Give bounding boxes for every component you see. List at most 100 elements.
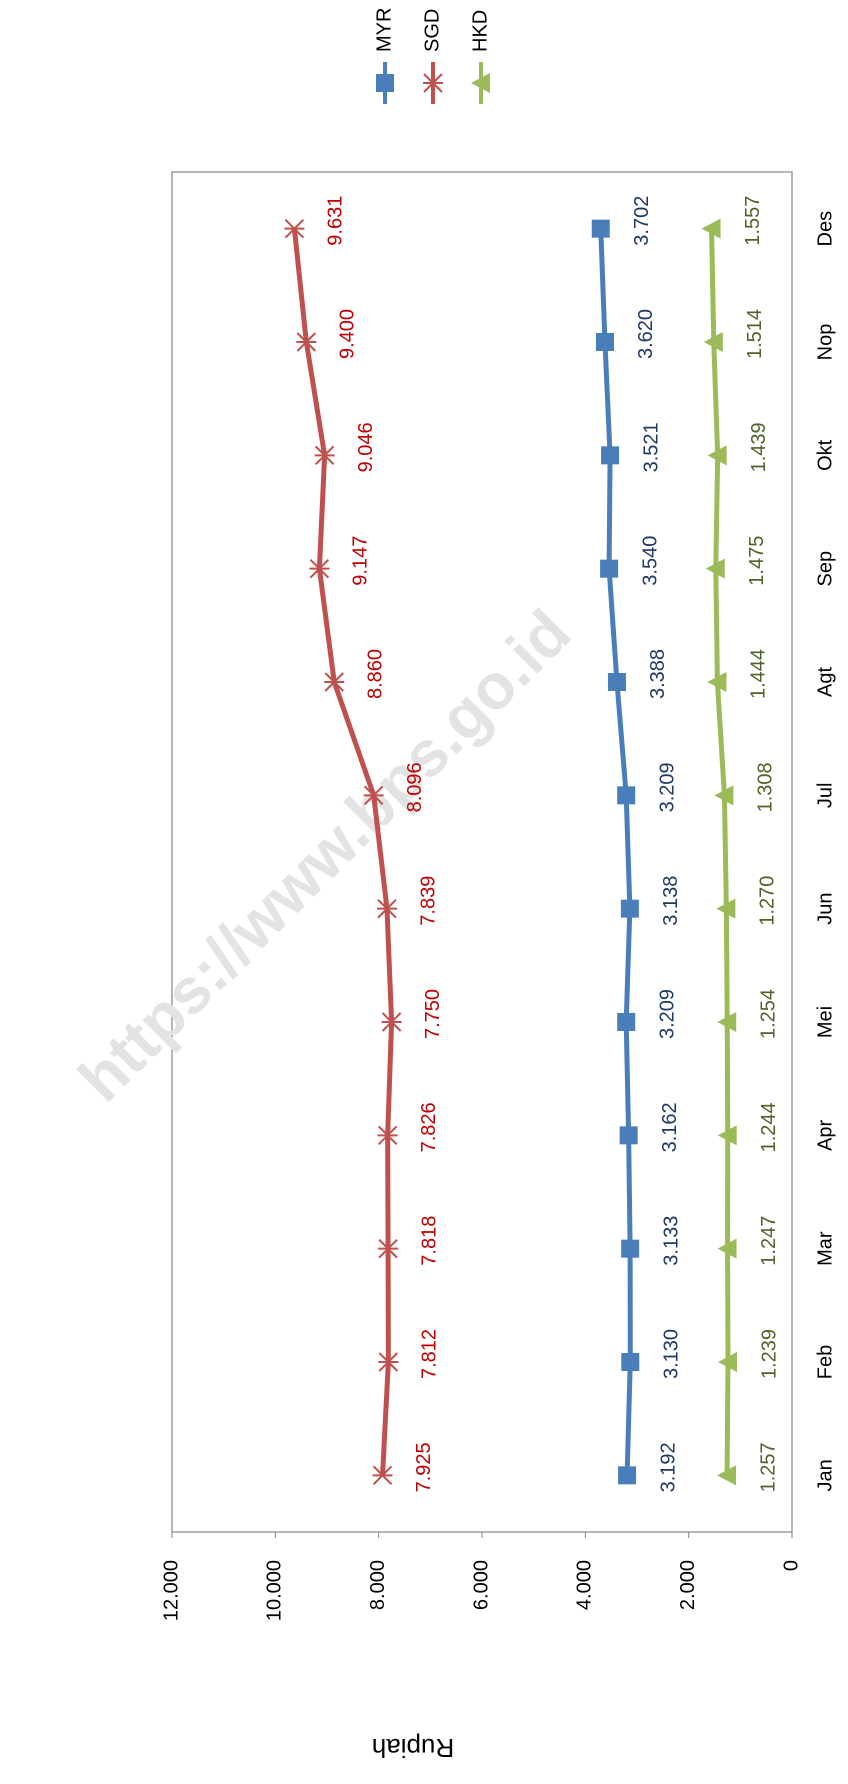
data-label: 1.254: [757, 989, 779, 1039]
data-point: [378, 1352, 399, 1372]
data-label: 3.130: [661, 1329, 683, 1379]
y-tick-label: 4.000: [574, 1560, 596, 1610]
x-tick-label: Okt: [814, 439, 836, 471]
data-label: 1.308: [755, 762, 777, 812]
data-point: [376, 898, 397, 919]
data-point: [707, 445, 727, 466]
y-tick-label: 2.000: [677, 1560, 699, 1610]
data-label: 9.046: [355, 422, 377, 472]
data-point: [324, 672, 345, 692]
data-label: 3.133: [660, 1216, 682, 1266]
data-point: [717, 1125, 737, 1146]
legend-marker: [376, 74, 394, 92]
x-tick-label: Des: [814, 211, 836, 247]
data-point: [309, 558, 330, 579]
data-point: [617, 1013, 636, 1031]
data-point: [363, 785, 384, 806]
data-label: 1.270: [757, 876, 779, 926]
x-tick-label: Mar: [814, 1231, 836, 1266]
series-line: [709, 228, 731, 1476]
data-point: [714, 785, 734, 806]
data-point: [705, 558, 725, 579]
data-point: [296, 332, 317, 352]
data-label: 1.514: [744, 309, 766, 359]
y-axis-title: Rupiah: [372, 1733, 454, 1763]
data-point: [717, 1238, 737, 1259]
data-label: 3.540: [639, 536, 661, 586]
data-label: 3.702: [631, 196, 653, 246]
data-label: 7.818: [418, 1216, 440, 1266]
data-point: [372, 1465, 393, 1486]
legend-label: HKD: [469, 10, 491, 52]
data-label: 1.239: [758, 1329, 780, 1379]
data-label: 7.839: [417, 876, 439, 926]
data-point: [591, 219, 610, 238]
data-label: 1.247: [758, 1216, 780, 1266]
data-point: [701, 218, 721, 239]
data-label: 8.860: [365, 649, 387, 699]
data-label: 1.557: [742, 196, 764, 246]
data-label: 3.388: [647, 649, 669, 699]
y-tick-label: 6.000: [470, 1560, 492, 1610]
data-label: 1.257: [757, 1442, 779, 1492]
data-label: 9.400: [337, 309, 359, 359]
x-tick-label: Jan: [814, 1459, 836, 1491]
data-point: [378, 1238, 399, 1259]
data-label: 3.521: [640, 422, 662, 472]
watermark: https://www.bps.go.id: [65, 596, 584, 1115]
data-point: [620, 899, 639, 918]
data-point: [621, 1239, 640, 1258]
data-point: [717, 1012, 737, 1032]
x-tick-label: Agt: [814, 667, 836, 697]
data-label: 1.475: [746, 536, 768, 586]
data-point: [619, 1126, 638, 1145]
data-label: 1.444: [748, 649, 770, 699]
rotated-chart: https://www.bps.go.id Rupiah 0 2.000 4.000…: [65, 8, 837, 1764]
data-label: 3.209: [656, 762, 678, 812]
data-label: 7.812: [419, 1329, 441, 1379]
x-tick-label: Mei: [814, 1006, 836, 1038]
legend-marker: [423, 73, 443, 93]
y-tick-label: 0: [780, 1560, 802, 1571]
data-label: 9.147: [350, 536, 372, 586]
data-label: 1.244: [758, 1102, 780, 1152]
data-label: 7.750: [422, 989, 444, 1039]
data-label: 9.631: [325, 196, 347, 246]
x-tick-label: Feb: [814, 1345, 836, 1379]
data-point: [381, 1012, 402, 1032]
data-label: 3.138: [660, 876, 682, 926]
legend-label: SGD: [421, 9, 443, 52]
data-point: [607, 673, 626, 691]
x-tick-label: Nop: [814, 324, 836, 361]
x-tick-label: Sep: [814, 551, 836, 587]
data-point: [377, 1125, 398, 1146]
data-label: 3.162: [659, 1102, 681, 1152]
data-label: 3.209: [656, 989, 678, 1039]
data-label: 1.439: [748, 422, 770, 472]
x-tick-label: Jul: [814, 783, 836, 809]
data-point: [314, 445, 335, 466]
plot-area: [171, 171, 793, 1533]
series-line: [598, 228, 633, 1476]
data-point: [621, 1353, 640, 1371]
data-point: [284, 218, 305, 239]
data-point: [600, 559, 619, 578]
data-label: 7.826: [418, 1102, 440, 1152]
data-point: [601, 446, 620, 465]
x-tick-label: Jun: [814, 893, 836, 925]
data-point: [717, 1352, 737, 1372]
data-point: [617, 786, 636, 805]
data-point: [716, 898, 736, 919]
data-point: [618, 1466, 637, 1485]
data-point: [717, 1465, 737, 1486]
y-tick-label: 12.000: [160, 1560, 182, 1621]
data-label: 7.925: [413, 1442, 435, 1492]
data-label: 3.192: [657, 1442, 679, 1492]
y-tick-label: 10.000: [264, 1560, 286, 1621]
y-tick-label: 8.000: [367, 1560, 389, 1610]
data-point: [707, 672, 727, 692]
data-point: [703, 332, 723, 352]
data-point: [595, 333, 614, 351]
data-label: 8.096: [404, 762, 426, 812]
